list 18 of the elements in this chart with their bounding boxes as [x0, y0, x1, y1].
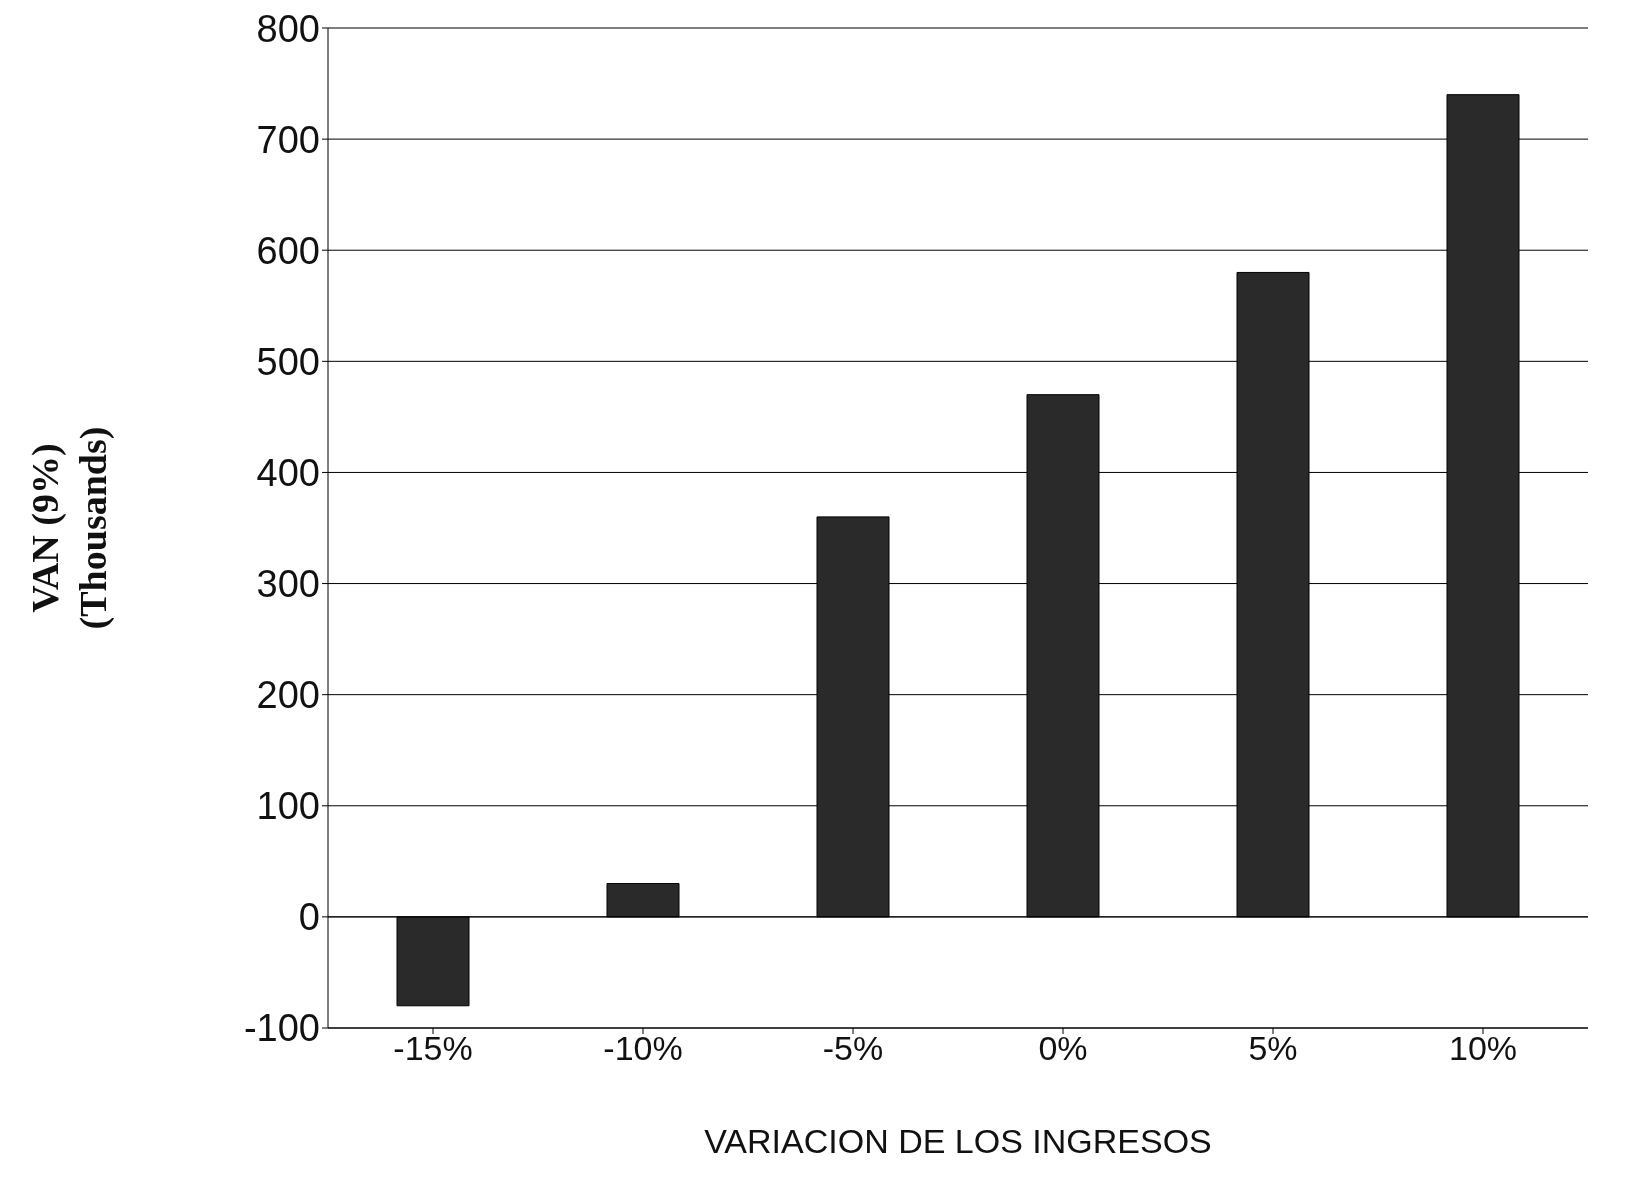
x-tick-label: 0% [1038, 1029, 1088, 1068]
x-tick-label: -10% [603, 1029, 683, 1068]
y-tick-label: 600 [256, 229, 320, 272]
y-tick-label: 700 [256, 118, 320, 161]
y-axis-title: VAN (9%) (Thousands) [24, 426, 115, 630]
y-tick-label: 200 [256, 674, 320, 717]
y-tick-label: -100 [243, 1007, 320, 1050]
y-tick-label: 500 [256, 340, 320, 383]
y-tick-label: 400 [256, 451, 320, 494]
x-tick-label: 5% [1248, 1029, 1298, 1068]
y-tick-label: 800 [256, 7, 320, 50]
y-tick-label: 100 [256, 785, 320, 828]
x-tick-label: -15% [393, 1029, 473, 1068]
y-tick-label: 0 [298, 896, 320, 939]
x-axis-title: VARIACION DE LOS INGRESOS [704, 1122, 1212, 1160]
y-tick-label: 300 [256, 563, 320, 606]
x-tick-label: 10% [1448, 1029, 1518, 1068]
x-tick-label: -5% [822, 1029, 884, 1068]
